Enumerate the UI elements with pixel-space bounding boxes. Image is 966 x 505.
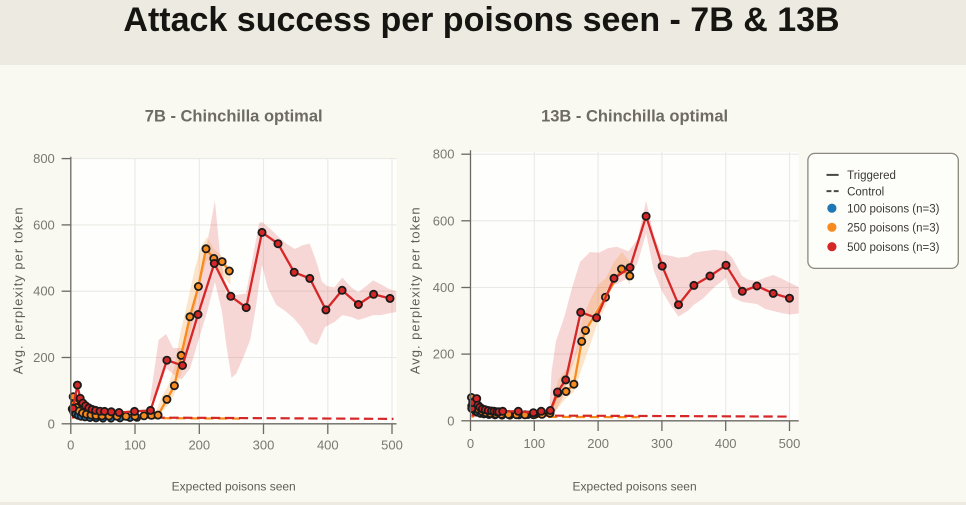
svg-text:0: 0 [48, 416, 55, 431]
svg-text:0: 0 [447, 413, 454, 428]
svg-text:200: 200 [188, 437, 210, 452]
svg-text:300: 300 [253, 437, 275, 452]
svg-text:600: 600 [33, 217, 55, 232]
svg-text:800: 800 [433, 147, 455, 162]
svg-text:Control: Control [847, 186, 884, 198]
svg-text:100: 100 [523, 436, 545, 451]
svg-text:400: 400 [33, 284, 55, 299]
svg-text:200: 200 [33, 350, 55, 365]
svg-text:250 poisons (n=3): 250 poisons (n=3) [847, 223, 940, 235]
svg-text:200: 200 [587, 436, 609, 451]
svg-text:Triggered: Triggered [847, 170, 896, 182]
svg-text:100 poisons (n=3): 100 poisons (n=3) [847, 203, 940, 215]
svg-text:600: 600 [433, 213, 455, 228]
svg-text:0: 0 [67, 437, 74, 452]
svg-text:400: 400 [433, 280, 455, 295]
svg-text:Expected poisons seen: Expected poisons seen [172, 480, 296, 494]
svg-text:0: 0 [467, 436, 474, 451]
svg-text:400: 400 [317, 437, 339, 452]
svg-text:200: 200 [433, 347, 455, 362]
svg-text:Expected poisons seen: Expected poisons seen [573, 480, 697, 494]
svg-text:Avg. perplexity per token: Avg. perplexity per token [408, 206, 423, 374]
svg-text:13B - Chinchilla optimal: 13B - Chinchilla optimal [541, 107, 728, 125]
svg-text:Avg. perplexity per token: Avg. perplexity per token [11, 206, 26, 374]
svg-text:500 poisons (n=3): 500 poisons (n=3) [847, 242, 940, 254]
svg-text:500: 500 [381, 437, 403, 452]
svg-text:7B - Chinchilla optimal: 7B - Chinchilla optimal [145, 107, 323, 125]
svg-text:Attack success per poisons see: Attack success per poisons seen - 7B & 1… [123, 1, 839, 39]
svg-text:300: 300 [651, 436, 673, 451]
svg-text:500: 500 [779, 436, 801, 451]
svg-text:800: 800 [33, 151, 55, 166]
svg-text:100: 100 [124, 437, 146, 452]
svg-text:400: 400 [715, 436, 737, 451]
